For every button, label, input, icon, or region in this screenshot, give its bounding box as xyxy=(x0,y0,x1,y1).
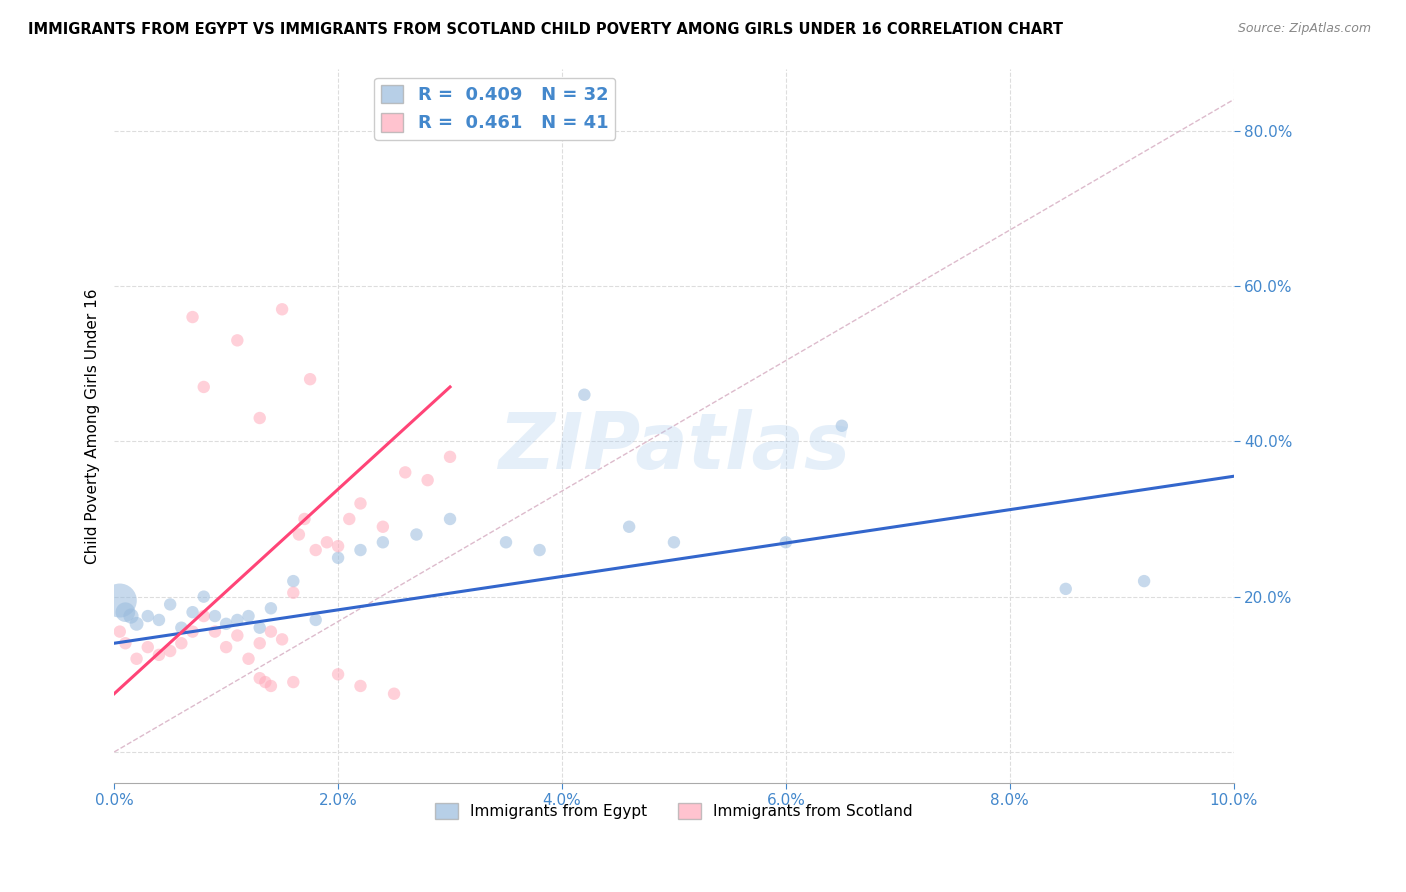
Point xyxy=(271,302,294,317)
Point xyxy=(125,652,148,666)
Point xyxy=(148,613,170,627)
Point xyxy=(775,535,797,549)
Point xyxy=(305,613,328,627)
Point xyxy=(170,636,193,650)
Point xyxy=(349,496,371,510)
Point xyxy=(1054,582,1077,596)
Text: IMMIGRANTS FROM EGYPT VS IMMIGRANTS FROM SCOTLAND CHILD POVERTY AMONG GIRLS UNDE: IMMIGRANTS FROM EGYPT VS IMMIGRANTS FROM… xyxy=(28,22,1063,37)
Point xyxy=(271,632,294,647)
Point xyxy=(108,624,131,639)
Point xyxy=(283,586,305,600)
Point xyxy=(326,667,349,681)
Point xyxy=(617,520,640,534)
Point xyxy=(439,512,461,526)
Text: ZIPatlas: ZIPatlas xyxy=(498,409,851,485)
Point xyxy=(249,411,271,425)
Point xyxy=(249,621,271,635)
Point xyxy=(394,466,416,480)
Point xyxy=(136,640,159,654)
Point xyxy=(114,636,136,650)
Point xyxy=(495,535,517,549)
Point xyxy=(288,527,311,541)
Point xyxy=(254,675,277,690)
Point xyxy=(337,512,360,526)
Point xyxy=(294,512,316,526)
Point xyxy=(349,543,371,558)
Point xyxy=(204,609,226,624)
Point xyxy=(439,450,461,464)
Point xyxy=(136,609,159,624)
Point xyxy=(260,601,283,615)
Point xyxy=(148,648,170,662)
Point xyxy=(193,380,215,394)
Point xyxy=(170,621,193,635)
Point xyxy=(125,616,148,631)
Point xyxy=(405,527,427,541)
Point xyxy=(181,624,204,639)
Point xyxy=(315,535,337,549)
Point xyxy=(181,605,204,619)
Point xyxy=(238,652,260,666)
Point xyxy=(193,590,215,604)
Point xyxy=(283,675,305,690)
Point xyxy=(108,593,131,607)
Point xyxy=(226,613,249,627)
Point xyxy=(193,609,215,624)
Point xyxy=(238,609,260,624)
Y-axis label: Child Poverty Among Girls Under 16: Child Poverty Among Girls Under 16 xyxy=(86,288,100,564)
Point xyxy=(326,539,349,553)
Point xyxy=(226,628,249,642)
Point xyxy=(371,535,394,549)
Text: Source: ZipAtlas.com: Source: ZipAtlas.com xyxy=(1237,22,1371,36)
Point xyxy=(249,671,271,685)
Point xyxy=(204,624,226,639)
Point xyxy=(249,636,271,650)
Point xyxy=(574,388,596,402)
Point xyxy=(159,644,181,658)
Point xyxy=(1133,574,1156,588)
Point xyxy=(349,679,371,693)
Point xyxy=(529,543,551,558)
Point xyxy=(326,550,349,565)
Point xyxy=(215,616,238,631)
Legend: Immigrants from Egypt, Immigrants from Scotland: Immigrants from Egypt, Immigrants from S… xyxy=(429,797,920,825)
Point xyxy=(215,640,238,654)
Point xyxy=(260,679,283,693)
Point xyxy=(114,605,136,619)
Point xyxy=(382,687,405,701)
Point xyxy=(416,473,439,487)
Point xyxy=(120,609,142,624)
Point xyxy=(831,418,853,433)
Point xyxy=(226,334,249,348)
Point xyxy=(181,310,204,324)
Point xyxy=(299,372,322,386)
Point xyxy=(260,624,283,639)
Point xyxy=(662,535,685,549)
Point xyxy=(371,520,394,534)
Point xyxy=(283,574,305,588)
Point xyxy=(305,543,328,558)
Point xyxy=(159,598,181,612)
